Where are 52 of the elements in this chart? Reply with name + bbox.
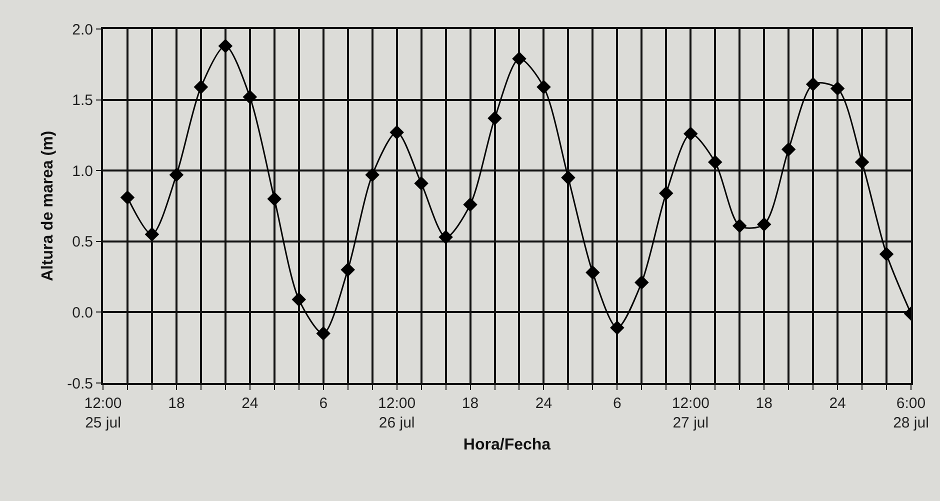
- point: [390, 125, 404, 140]
- y-axis-title: Altura de marea (m): [40, 130, 57, 282]
- y-tick-label: 0.5: [72, 234, 93, 251]
- point: [561, 170, 576, 185]
- x-tick-label: 18: [756, 395, 772, 412]
- point: [586, 265, 600, 280]
- x-tick-label: 24: [242, 395, 258, 412]
- point: [659, 186, 674, 200]
- point: [536, 80, 551, 94]
- point: [756, 217, 772, 232]
- y-tick-label: 2.0: [72, 21, 93, 38]
- point: [708, 154, 722, 170]
- point: [683, 126, 698, 141]
- point: [144, 227, 160, 242]
- point: [242, 90, 258, 104]
- point: [879, 246, 894, 262]
- point: [488, 111, 502, 126]
- x-tick-label: 24: [535, 395, 552, 412]
- point: [610, 320, 624, 335]
- point: [463, 197, 478, 212]
- x-axis-title: Hora/Fecha: [463, 436, 551, 454]
- point: [340, 262, 355, 277]
- point: [414, 176, 428, 190]
- x-tick-label: 18: [462, 395, 479, 412]
- point: [365, 168, 380, 182]
- point: [781, 142, 796, 157]
- x-tick-label: 12:00 26 jul: [378, 395, 416, 432]
- point: [732, 218, 747, 233]
- x-tick-label: 24: [829, 395, 846, 412]
- point: [267, 192, 282, 206]
- x-tick-label: 6: [613, 395, 622, 412]
- x-tick-label: 12:00 27 jul: [672, 395, 710, 432]
- point: [854, 154, 870, 170]
- point: [438, 230, 453, 244]
- x-tick-label: 18: [168, 395, 185, 412]
- point: [512, 52, 526, 66]
- point: [120, 190, 135, 205]
- point: [169, 168, 184, 182]
- x-tick-label: 6:00 28 jul: [893, 395, 929, 432]
- y-tick-label: 1.5: [72, 92, 93, 110]
- y-tick-label: 0.0: [72, 304, 93, 322]
- point: [806, 77, 820, 92]
- point: [634, 275, 649, 290]
- point: [292, 292, 306, 307]
- point: [218, 38, 233, 54]
- point: [316, 326, 331, 341]
- y-tick-label: -0.5: [67, 375, 93, 392]
- x-tick-label: 6: [319, 395, 328, 412]
- point: [194, 80, 208, 94]
- point: [830, 81, 845, 96]
- x-tick-label: 12:00 25 jul: [84, 395, 122, 432]
- y-tick-label: 1.0: [72, 162, 93, 180]
